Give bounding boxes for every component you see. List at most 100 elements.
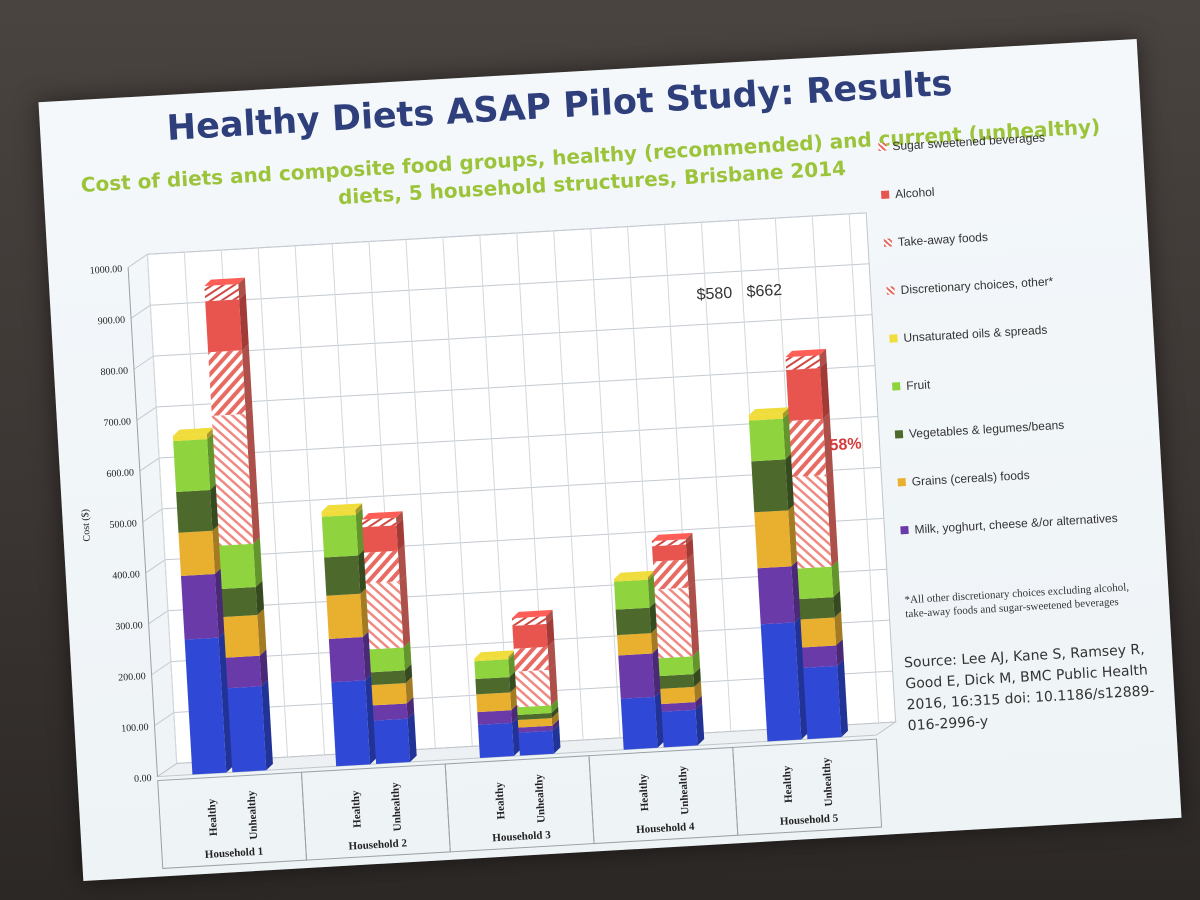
bar-top	[172, 427, 214, 436]
legend-label: Grains (cereals) foods	[911, 467, 1031, 489]
bar-top	[204, 277, 245, 287]
bar-segment-ssb	[362, 511, 404, 528]
stacked-bar-chart: 0.00 100.00 200.00 300.00 400.00 500.00 600.00…	[80, 212, 898, 869]
bar-segment-milk_alt	[661, 695, 703, 712]
legend-swatch	[883, 238, 893, 247]
bar-segment-veg	[475, 670, 517, 695]
bar-segment-grains	[754, 503, 799, 569]
bar-segment-milk	[803, 659, 848, 740]
bar-segment-alcohol	[786, 361, 830, 421]
bar-top	[785, 348, 826, 358]
y-tick-label: 400.00	[112, 569, 140, 582]
healthy-cost-annotation: $580	[696, 284, 733, 304]
bar-top	[362, 511, 403, 520]
y-tick-label: 300.00	[115, 620, 143, 633]
bar-segment-milk_alt	[477, 703, 519, 725]
group-label: Household 5	[780, 812, 839, 827]
bar-segment-alcohol	[362, 518, 405, 553]
percent-annotation: 58%	[829, 435, 863, 455]
source-citation: Source: Lee AJ, Kane S, Ramsey R, Good E…	[903, 641, 1155, 735]
bar-segment-milk_alt	[757, 559, 802, 625]
bar-segment-alcohol	[512, 617, 555, 649]
bar-segment-milk_alt	[802, 639, 844, 668]
legend-item-fruit: Fruit	[892, 365, 1152, 393]
bar-segment-milk	[760, 615, 809, 742]
bar-segment-alcohol	[652, 537, 694, 562]
bar-segment-grains	[476, 685, 518, 713]
bar-segment-fruit	[517, 698, 559, 715]
bar-label: Healthy	[637, 773, 651, 811]
bar-segment-fruit	[173, 432, 217, 492]
legend-swatch	[892, 382, 901, 391]
legend-label: Take-away foods	[897, 229, 989, 250]
bar-segment-veg	[799, 590, 842, 620]
y-tick-label: 1000.00	[89, 264, 122, 277]
bar-label: Healthy	[350, 790, 364, 828]
legend-label: Milk, yoghurt, cheese &/or alternatives	[914, 510, 1119, 537]
bar-segment-milk	[373, 712, 417, 764]
bar-segment-milk_alt	[225, 649, 269, 689]
bar-segment-veg	[615, 601, 658, 636]
bar-segment-alcohol	[205, 292, 249, 353]
y-tick-label: 600.00	[106, 467, 134, 480]
unhealthy-cost-annotation: $662	[746, 281, 783, 301]
legend-swatch	[894, 430, 904, 439]
bar-top	[474, 650, 515, 659]
bar-label: Healthy	[493, 781, 507, 819]
bar-label: Unhealthy	[533, 773, 548, 823]
legend-swatch	[878, 142, 887, 152]
legend-label: Discretionary choices, other*	[900, 274, 1054, 297]
bar-segment-veg	[751, 453, 795, 513]
group-label: Household 1	[205, 846, 264, 861]
bar-segment-veg	[370, 663, 413, 686]
bar-segment-grains	[517, 711, 559, 728]
footnote: *All other discretionary choices excludi…	[904, 581, 1130, 621]
y-tick-label: 700.00	[103, 417, 131, 430]
bar-segment-grains	[617, 626, 659, 656]
bar-segment-veg	[221, 580, 264, 617]
bar-label: Healthy	[781, 765, 795, 803]
y-tick-label: 200.00	[118, 671, 146, 684]
legend-label: Vegetables & legumes/beans	[908, 417, 1065, 441]
bar-label: Unhealthy	[677, 765, 692, 815]
bar-segment-oils	[321, 503, 363, 517]
bar-segment-milk	[620, 690, 665, 750]
bar-top	[748, 407, 790, 416]
y-axis-label: Cost ($)	[80, 509, 93, 542]
bar-segment-milk_alt	[328, 630, 372, 683]
bar-segment-takeaway	[513, 640, 556, 672]
legend-label: Unsaturated oils & spreads	[903, 322, 1048, 345]
bar-segment-grains	[223, 608, 267, 658]
legend-swatch	[880, 190, 890, 199]
legend-item-milk_alt: Milk, yoghurt, cheese &/or alternatives	[900, 508, 1160, 537]
bar-segment-milk_alt	[518, 719, 560, 733]
bar-label: Unhealthy	[389, 782, 404, 832]
bar-segment-milk	[518, 724, 561, 756]
group-label: Household 3	[492, 829, 551, 844]
bar-top	[321, 503, 363, 512]
bar-segment-disc_other	[654, 581, 700, 659]
group-label: Household 4	[636, 821, 695, 836]
legend-item-oils: Unsaturated oils & spreads	[889, 317, 1149, 345]
legend-swatch	[886, 286, 895, 295]
bar-segment-milk_alt	[180, 567, 226, 640]
legend-item-disc_other: Discretionary choices, other*	[886, 269, 1146, 297]
bar-segment-veg	[517, 706, 559, 721]
bar-segment-fruit	[797, 560, 840, 600]
legend-item-grains: Grains (cereals) foods	[897, 461, 1157, 489]
bar-segment-disc_other	[792, 468, 839, 569]
bar-label: Unhealthy	[245, 790, 260, 840]
bar-segment-fruit	[321, 508, 365, 558]
bar-segment-fruit	[658, 649, 701, 677]
y-tick-label: 900.00	[97, 315, 125, 328]
bar-segment-milk	[331, 673, 377, 767]
bar-segment-oils	[474, 650, 515, 662]
bar-top	[511, 609, 553, 619]
bar-segment-takeaway	[789, 412, 833, 477]
bar-top	[613, 570, 655, 580]
bar-segment-oils	[172, 427, 214, 442]
y-tick-label: 500.00	[109, 518, 137, 531]
bar-segment-fruit	[474, 652, 516, 680]
bar-segment-fruit	[369, 641, 412, 673]
